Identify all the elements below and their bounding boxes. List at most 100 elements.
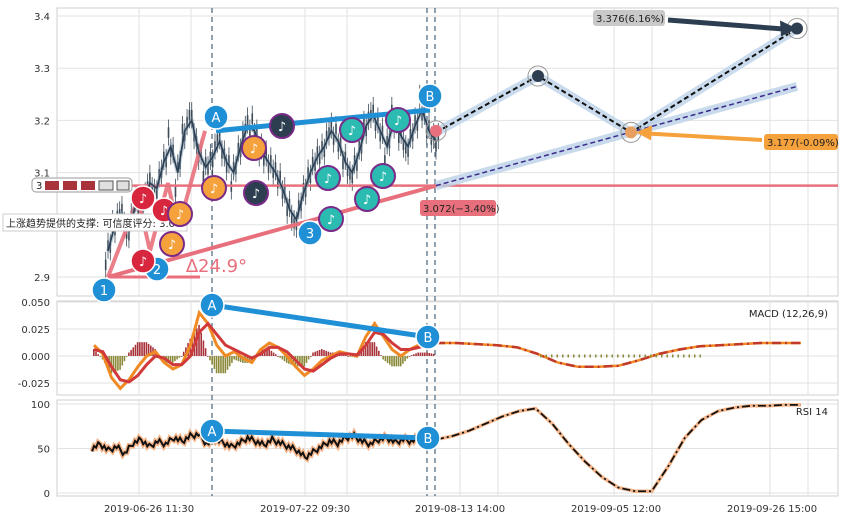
- candle-body: [281, 188, 284, 199]
- candle-body: [314, 160, 316, 171]
- macd-histogram-bar: [402, 356, 404, 364]
- candle-body: [104, 259, 107, 271]
- macd-histogram-bar: [345, 355, 347, 356]
- macd-y-tick: 0.000: [21, 352, 50, 363]
- candle-body: [351, 172, 354, 184]
- buy-note-marker: [167, 201, 193, 227]
- candle-body: [398, 132, 400, 144]
- candle-body: [328, 127, 330, 138]
- macd-histogram-bar: [371, 342, 374, 356]
- sell-note-marker: [130, 185, 156, 211]
- teal-note-marker-label: ♪: [363, 193, 371, 208]
- macd-y-tick: -0.025: [18, 379, 50, 390]
- macd-histogram-bar: [224, 356, 227, 374]
- candle-body: [356, 160, 358, 171]
- macd-histogram-bar: [413, 354, 415, 356]
- macd-histogram-bar: [198, 324, 200, 356]
- macd-histogram-bar: [141, 342, 143, 356]
- x-tick-label: 2019-08-13 14:00: [415, 504, 505, 515]
- macd-histogram-bar: [292, 356, 295, 366]
- candle-body: [276, 177, 279, 189]
- rsi-badge-B: [415, 425, 441, 451]
- candle-body: [342, 158, 344, 170]
- macd-histogram-bar: [204, 348, 207, 356]
- macd-histogram-bar: [139, 342, 141, 356]
- macd-y-tick: 0.050: [21, 298, 50, 309]
- macd-histogram-bar: [277, 356, 279, 357]
- macd-histogram-bar: [119, 356, 121, 370]
- candle-body: [272, 167, 274, 178]
- rsi-y-tick: 100: [31, 400, 50, 411]
- macd-histogram-bar: [393, 356, 395, 367]
- sell-note-marker: [130, 248, 156, 274]
- macd-forecast-bar: [666, 354, 668, 358]
- candle-body: [167, 127, 170, 138]
- macd-badge-B-label: B: [424, 331, 433, 346]
- candle-body: [137, 205, 140, 217]
- candle-body: [384, 155, 386, 166]
- candle-body: [263, 155, 265, 166]
- teal-note-marker: [315, 165, 341, 191]
- mid-forecast-text: 3.177(-0.09%): [767, 138, 839, 149]
- x-tick-label: 2019-09-05 12:00: [571, 504, 661, 515]
- candle-body: [309, 172, 312, 184]
- y-tick-labels: 3.4 3.3 3.2 3.1 2.9 0.050 0.025 0.000 -0.025 100 5…: [18, 12, 50, 500]
- candle-body: [290, 212, 293, 224]
- macd-forecast-bar: [672, 354, 674, 358]
- forecast-node-ring: [527, 65, 549, 87]
- macd-forecast-bar: [589, 354, 591, 358]
- macd-histogram-bar: [130, 349, 132, 356]
- macd-histogram-bar: [147, 343, 150, 356]
- candle-body: [321, 141, 323, 152]
- candle-body: [404, 143, 407, 154]
- candle-body: [207, 163, 209, 175]
- macd-histogram-bar: [125, 356, 128, 357]
- macd-forecast-bar: [551, 354, 553, 358]
- teal-note-marker-label: ♪: [394, 114, 402, 129]
- macd-histogram-bar: [128, 352, 130, 356]
- candle-body: [325, 130, 328, 142]
- macd-histogram-bar: [327, 351, 330, 356]
- macd-histogram-bar: [430, 353, 433, 356]
- high-arrowhead: [780, 20, 797, 37]
- price-line: [107, 107, 437, 252]
- macd-histogram-bar: [408, 356, 411, 357]
- buy-note-marker: [201, 175, 227, 201]
- wave-badge-A: [203, 104, 229, 130]
- candle-body: [246, 115, 249, 126]
- rsi-badge-A-label: A: [208, 425, 217, 440]
- macd-badge-B: [415, 324, 441, 350]
- high-arrow: [667, 17, 791, 33]
- macd-histogram-bar: [150, 345, 152, 356]
- wave-badge-3-label: 3: [306, 227, 314, 242]
- macd-histogram-bar: [428, 352, 431, 356]
- forecast-node: [430, 124, 442, 137]
- macd-histogram-bar: [316, 350, 319, 356]
- teal-note-marker-label: ♪: [348, 124, 356, 139]
- gridlines: [57, 8, 838, 496]
- signal-line: [93, 321, 437, 384]
- macd-histogram-bar: [93, 349, 95, 356]
- candle-body: [416, 120, 419, 131]
- macd-forecast-bar: [545, 354, 547, 358]
- macd-histogram-bar: [222, 356, 224, 374]
- macd-histogram-bar: [174, 356, 176, 362]
- macd-histogram-bar: [415, 353, 417, 356]
- macd-forecast-bar: [573, 354, 575, 358]
- candle-body: [179, 158, 181, 170]
- macd-forecast-bar: [600, 354, 602, 358]
- macd-histogram-bar: [200, 332, 203, 356]
- price-y-tick: 2.9: [34, 273, 50, 284]
- candle-body: [214, 141, 216, 152]
- macd-forecast-bar: [688, 354, 690, 358]
- buy-note-marker-label: ♪: [210, 182, 218, 197]
- x-tick-labels: 2019-06-26 11:30 2019-07-22 09:30 2019-08-…: [104, 504, 817, 515]
- wave-badge-B: [417, 83, 443, 109]
- macd-histogram-bar: [323, 349, 325, 356]
- candle-body: [363, 118, 365, 130]
- rsi-badge-A: [199, 418, 225, 444]
- price-y-tick: 3.4: [34, 12, 50, 23]
- macd-histogram-bar: [117, 356, 119, 371]
- macd-histogram-bar: [378, 350, 380, 356]
- buy-note-marker-label: ♪: [250, 142, 258, 157]
